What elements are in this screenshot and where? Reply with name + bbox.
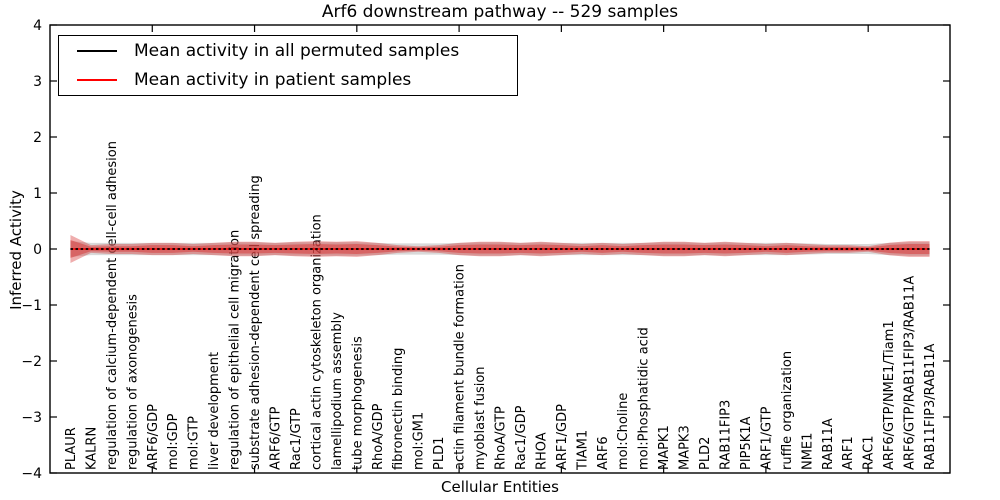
x-tick-label: RhoA/GTP xyxy=(494,406,509,470)
permuted-line-sample-icon xyxy=(77,50,117,53)
legend: Mean activity in all permuted samples Me… xyxy=(58,35,518,96)
x-tick-label: TIAM1 xyxy=(575,430,590,471)
y-tick-label: −1 xyxy=(21,298,42,314)
x-tick-label: mol:Phosphatidic acid xyxy=(637,327,652,470)
x-tick-label: RAB11FIP3 xyxy=(719,400,734,470)
x-tick-label: ARF1/GDP xyxy=(555,404,570,470)
x-tick-label: PIP5K1A xyxy=(739,416,754,470)
legend-label-permuted: Mean activity in all permuted samples xyxy=(134,41,460,62)
x-tick-label: regulation of calcium-dependent cell-cel… xyxy=(105,141,120,470)
legend-label-patient: Mean activity in patient samples xyxy=(134,69,412,90)
x-tick-label: ARF6 xyxy=(596,436,611,470)
x-tick-label: cortical actin cytoskeleton organization xyxy=(309,214,324,470)
x-tick-label: regulation of epithelial cell migration xyxy=(228,230,243,470)
x-tick-label: myoblast fusion xyxy=(473,366,488,470)
y-tick-label: 3 xyxy=(33,74,42,90)
x-tick-label: KALRN xyxy=(84,427,99,470)
x-tick-label: MAPK3 xyxy=(678,425,693,470)
x-tick-label: ruffle organization xyxy=(780,351,795,470)
x-tick-label: RhoA/GDP xyxy=(371,403,386,470)
x-tick-label: ARF6/GTP/NME1/Tiam1 xyxy=(882,320,897,470)
x-tick-label: fibronectin binding xyxy=(391,348,406,470)
x-tick-label: tube morphogenesis xyxy=(350,336,365,470)
y-tick-label: −4 xyxy=(21,466,42,482)
x-tick-label: regulation of axonogenesis xyxy=(125,294,140,470)
x-tick-label: RAB11A xyxy=(821,418,836,470)
x-tick-label: mol:Choline xyxy=(616,393,631,470)
x-tick-label: NME1 xyxy=(800,433,815,470)
patient-line-sample-icon xyxy=(77,78,117,81)
x-tick-label: substrate adhesion-dependent cell spread… xyxy=(248,175,263,470)
x-axis-label: Cellular Entities xyxy=(441,478,559,496)
y-tick-label: 0 xyxy=(33,242,42,258)
y-axis-label: Inferred Activity xyxy=(7,190,25,310)
legend-item-permuted: Mean activity in all permuted samples xyxy=(59,38,517,64)
x-tick-label: ARF6/GTP/RAB11FIP3/RAB11A xyxy=(903,276,918,470)
y-tick-label: 2 xyxy=(33,130,42,146)
x-tick-label: PLAUR xyxy=(64,427,79,470)
y-tick-label: −2 xyxy=(21,354,42,370)
x-tick-label: ARF1 xyxy=(841,436,856,470)
x-tick-label: ARF6/GTP xyxy=(269,406,284,470)
x-tick-label: Rac1/GDP xyxy=(514,405,529,470)
x-tick-label: mol:GDP xyxy=(166,413,181,470)
legend-item-patient: Mean activity in patient samples xyxy=(59,67,517,93)
x-tick-label: PLD2 xyxy=(698,437,713,470)
chart-title: Arf6 downstream pathway -- 529 samples xyxy=(321,2,679,22)
x-tick-label: RHOA xyxy=(534,432,549,470)
x-tick-label: MAPK1 xyxy=(657,425,672,470)
x-tick-label: mol:GTP xyxy=(187,416,202,470)
x-tick-label: PLD1 xyxy=(432,437,447,470)
x-tick-label: actin filament bundle formation xyxy=(453,264,468,470)
y-tick-label: 1 xyxy=(33,186,42,202)
x-tick-label: lamellipodium assembly xyxy=(330,312,345,470)
x-tick-label: RAB11FIP3/RAB11A xyxy=(923,343,938,470)
x-tick-label: ARF1/GTP xyxy=(759,406,774,470)
x-tick-label: Rac1/GTP xyxy=(289,408,304,470)
x-tick-label: mol:GM1 xyxy=(412,412,427,470)
x-tick-label: ARF6/GDP xyxy=(146,404,161,470)
x-tick-label: RAC1 xyxy=(862,435,877,470)
y-tick-label: −3 xyxy=(21,410,42,426)
y-tick-label: 4 xyxy=(33,18,42,34)
x-tick-label: liver development xyxy=(207,352,222,470)
